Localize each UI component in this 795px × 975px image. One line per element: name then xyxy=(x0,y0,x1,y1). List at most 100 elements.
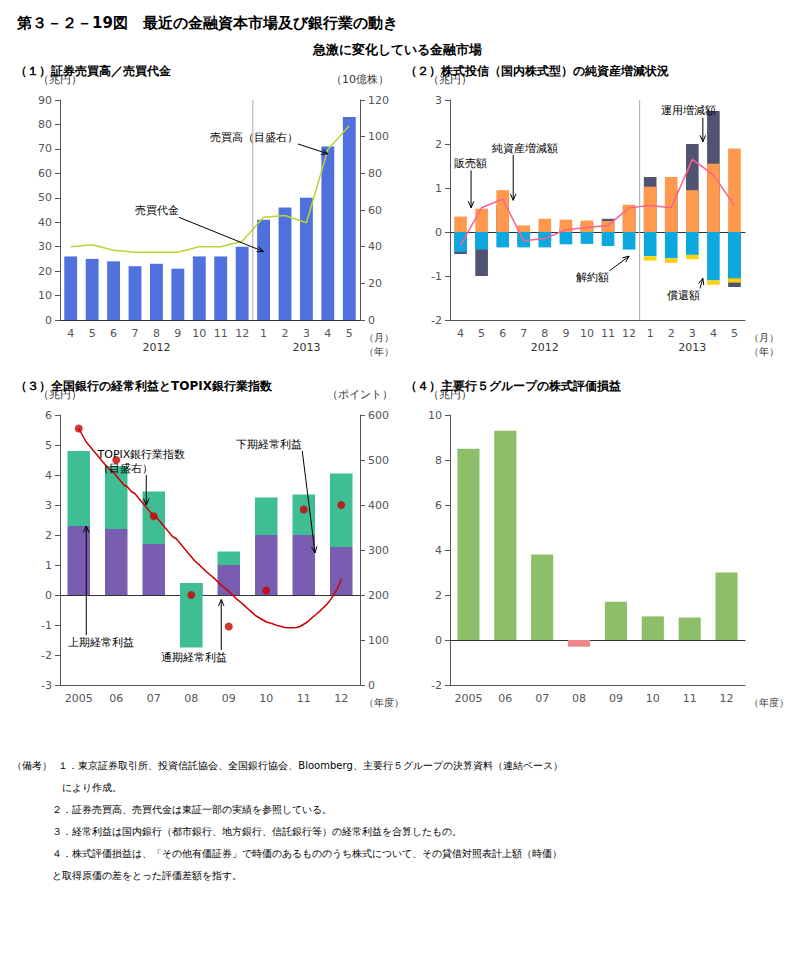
svg-text:8: 8 xyxy=(153,327,160,340)
svg-text:（年度）: （年度） xyxy=(749,697,789,708)
svg-text:4: 4 xyxy=(45,469,52,482)
svg-text:第３－２－19図 最近の金融資本市場及び銀行業の動き: 第３－２－19図 最近の金融資本市場及び銀行業の動き xyxy=(16,14,398,32)
svg-text:12: 12 xyxy=(622,327,636,340)
svg-text:償還額: 償還額 xyxy=(667,289,700,302)
svg-text:3: 3 xyxy=(45,499,52,512)
svg-text:（３）全国銀行の経常利益とTOPIX銀行業指数: （３）全国銀行の経常利益とTOPIX銀行業指数 xyxy=(15,379,273,393)
svg-text:4: 4 xyxy=(710,327,717,340)
svg-text:9: 9 xyxy=(174,327,181,340)
svg-text:0: 0 xyxy=(368,314,375,327)
svg-text:10: 10 xyxy=(192,327,206,340)
svg-text:（月）: （月） xyxy=(749,332,779,343)
svg-text:30: 30 xyxy=(38,240,52,253)
svg-text:300: 300 xyxy=(368,544,389,557)
svg-text:-1: -1 xyxy=(431,270,442,283)
svg-text:08: 08 xyxy=(572,692,586,705)
svg-text:純資産増減額: 純資産増減額 xyxy=(492,142,558,155)
svg-text:12: 12 xyxy=(235,327,249,340)
svg-text:10: 10 xyxy=(259,692,273,705)
svg-text:5: 5 xyxy=(346,327,353,340)
svg-text:08: 08 xyxy=(184,692,198,705)
svg-text:7: 7 xyxy=(132,327,139,340)
svg-text:通期経常利益: 通期経常利益 xyxy=(161,651,227,664)
svg-text:6: 6 xyxy=(45,409,52,422)
svg-text:90: 90 xyxy=(38,94,52,107)
svg-text:上期経常利益: 上期経常利益 xyxy=(68,636,134,649)
svg-text:10: 10 xyxy=(38,289,52,302)
svg-text:0: 0 xyxy=(368,679,375,692)
svg-text:11: 11 xyxy=(601,327,615,340)
svg-text:2013: 2013 xyxy=(678,341,706,354)
svg-text:6: 6 xyxy=(110,327,117,340)
svg-text:2005: 2005 xyxy=(65,692,93,705)
svg-text:４．株式評価損益は、「その他有価証券」で時価のあるもののうち: ４．株式評価損益は、「その他有価証券」で時価のあるもののうち株式について、その貸… xyxy=(12,848,562,859)
svg-text:２．証券売買高、売買代金は東証一部の実績を参照している。: ２．証券売買高、売買代金は東証一部の実績を参照している。 xyxy=(12,804,332,815)
svg-text:（年）: （年） xyxy=(749,346,779,357)
svg-text:40: 40 xyxy=(368,240,382,253)
svg-text:20: 20 xyxy=(368,277,382,290)
svg-text:-1: -1 xyxy=(41,619,52,632)
svg-text:100: 100 xyxy=(368,130,389,143)
svg-text:07: 07 xyxy=(147,692,161,705)
svg-text:2012: 2012 xyxy=(531,341,559,354)
svg-text:600: 600 xyxy=(368,409,389,422)
svg-text:急激に変化している金融市場: 急激に変化している金融市場 xyxy=(312,42,482,57)
svg-text:2: 2 xyxy=(435,589,442,602)
svg-text:（４）主要行５グループの株式評価損益: （４）主要行５グループの株式評価損益 xyxy=(405,379,621,393)
svg-text:10: 10 xyxy=(580,327,594,340)
svg-text:（月）: （月） xyxy=(364,332,394,343)
svg-text:（年）: （年） xyxy=(364,346,394,357)
svg-text:（１）証券売買高／売買代金: （１）証券売買高／売買代金 xyxy=(15,64,172,78)
svg-text:2013: 2013 xyxy=(292,341,320,354)
svg-text:-3: -3 xyxy=(41,679,52,692)
svg-text:7: 7 xyxy=(520,327,527,340)
svg-text:３．経常利益は国内銀行（都市銀行、地方銀行、信託銀行等）の経: ３．経常利益は国内銀行（都市銀行、地方銀行、信託銀行等）の経常利益を合算したもの… xyxy=(12,826,462,837)
svg-text:80: 80 xyxy=(38,118,52,131)
svg-text:8: 8 xyxy=(435,454,442,467)
svg-text:500: 500 xyxy=(368,454,389,467)
svg-text:-2: -2 xyxy=(431,679,442,692)
svg-text:0: 0 xyxy=(435,634,442,647)
svg-text:60: 60 xyxy=(38,167,52,180)
svg-text:3: 3 xyxy=(435,94,442,107)
svg-text:5: 5 xyxy=(45,439,52,452)
svg-text:運用増減額: 運用増減額 xyxy=(661,104,716,117)
svg-text:販売額: 販売額 xyxy=(454,157,487,170)
svg-text:6: 6 xyxy=(435,499,442,512)
svg-text:4: 4 xyxy=(67,327,74,340)
svg-text:TOPIX銀行業指数: TOPIX銀行業指数 xyxy=(97,448,186,461)
svg-text:解約額: 解約額 xyxy=(576,271,609,284)
svg-text:09: 09 xyxy=(609,692,623,705)
svg-text:70: 70 xyxy=(38,142,52,155)
svg-text:4: 4 xyxy=(457,327,464,340)
svg-text:6: 6 xyxy=(499,327,506,340)
svg-text:11: 11 xyxy=(297,692,311,705)
svg-text:07: 07 xyxy=(535,692,549,705)
svg-text:2: 2 xyxy=(435,138,442,151)
svg-text:40: 40 xyxy=(38,216,52,229)
svg-text:0: 0 xyxy=(45,314,52,327)
svg-text:06: 06 xyxy=(498,692,512,705)
svg-text:80: 80 xyxy=(368,167,382,180)
svg-text:と取得原価の差をとった評価差額を指す。: と取得原価の差をとった評価差額を指す。 xyxy=(12,870,242,881)
svg-text:12: 12 xyxy=(334,692,348,705)
svg-text:9: 9 xyxy=(562,327,569,340)
svg-text:0: 0 xyxy=(45,589,52,602)
svg-text:10: 10 xyxy=(428,409,442,422)
svg-text:1: 1 xyxy=(260,327,267,340)
svg-text:60: 60 xyxy=(368,204,382,217)
svg-text:（備考） １．東京証券取引所、投資信託協会、全国銀行協会、: （備考） １．東京証券取引所、投資信託協会、全国銀行協会、Bloomberg、主… xyxy=(12,760,563,771)
svg-text:3: 3 xyxy=(689,327,696,340)
svg-text:2: 2 xyxy=(668,327,675,340)
svg-text:5: 5 xyxy=(478,327,485,340)
svg-text:下期経常利益: 下期経常利益 xyxy=(236,438,302,451)
svg-text:2012: 2012 xyxy=(142,341,170,354)
svg-text:400: 400 xyxy=(368,499,389,512)
svg-text:1: 1 xyxy=(45,559,52,572)
svg-text:1: 1 xyxy=(647,327,654,340)
svg-text:10: 10 xyxy=(646,692,660,705)
svg-text:5: 5 xyxy=(731,327,738,340)
svg-text:12: 12 xyxy=(720,692,734,705)
svg-text:売買高（目盛右）: 売買高（目盛右） xyxy=(210,131,298,144)
svg-text:11: 11 xyxy=(683,692,697,705)
